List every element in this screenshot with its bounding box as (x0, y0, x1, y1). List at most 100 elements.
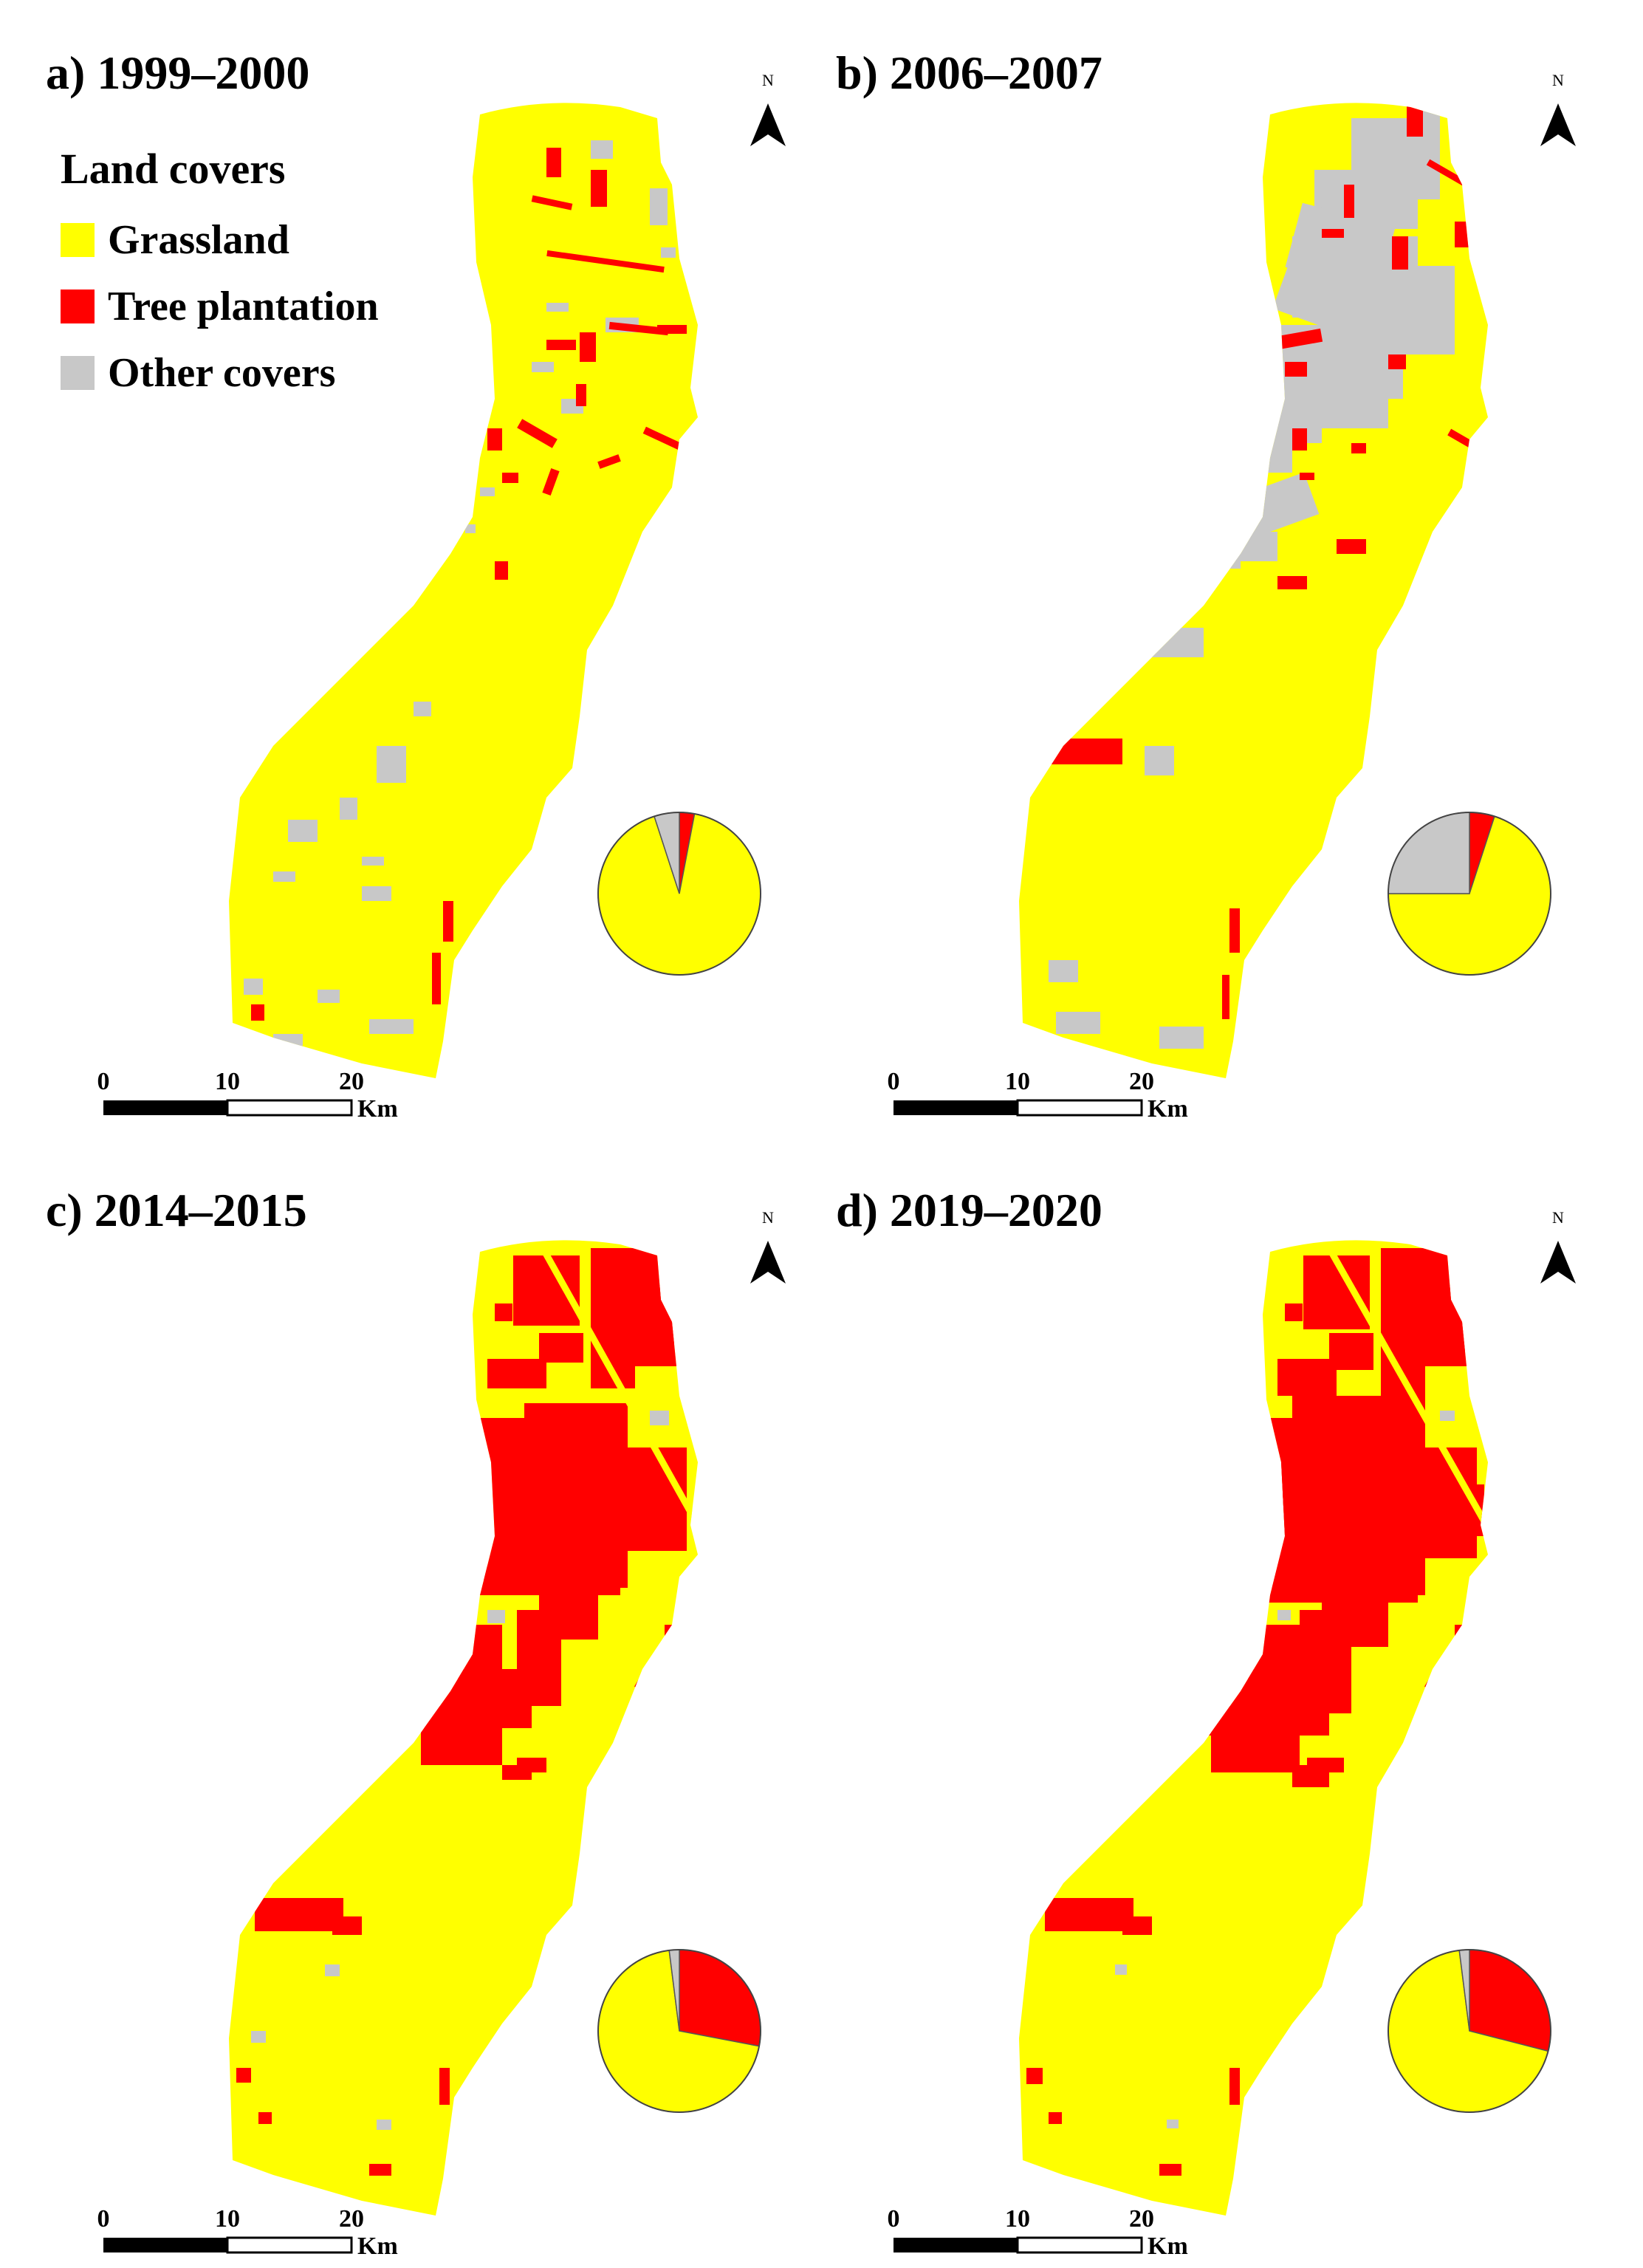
scale-bar-segment-black (893, 2238, 1018, 2252)
scale-bar-segment-white (226, 1099, 353, 1117)
patch-tree-plantation (332, 1916, 362, 1935)
patch-tree-plantation (236, 2068, 251, 2083)
land-cover-pie-chart (597, 812, 761, 976)
patch-tree-plantation (258, 2112, 272, 2124)
patch-tree-plantation (546, 250, 665, 273)
patch-other-covers (487, 1610, 505, 1623)
patch-tree-plantation (517, 419, 558, 448)
north-label: N (762, 1208, 774, 1227)
legend-label-tree-plantation: Tree plantation (108, 284, 379, 329)
pie-outline (597, 1949, 761, 2113)
pie-outline (1388, 1949, 1551, 2113)
north-label: N (1552, 1208, 1564, 1227)
patch-tree-plantation (1407, 103, 1423, 137)
patch-other-covers (591, 140, 613, 159)
patch-tree-plantation (251, 1004, 264, 1021)
patch-tree-plantation (597, 454, 621, 469)
scale-bar-segment-white (1016, 1099, 1143, 1117)
road-line (1326, 1246, 1487, 1524)
patch-tree-plantation (1041, 739, 1122, 764)
scale-tick-label: 20 (1129, 2205, 1154, 2233)
scale-bar-segment-black (103, 1100, 227, 1115)
patch-tree-plantation (495, 1303, 512, 1321)
scale-unit-label: Km (357, 2233, 398, 2260)
scale-tick-label: 10 (215, 1068, 240, 1095)
map-panel-d: d) 2019–2020 N 0 10 20 Km (820, 1152, 1617, 2260)
legend-swatch-grassland (61, 223, 95, 257)
patch-other-covers (362, 886, 391, 901)
patch-tree-plantation (1277, 576, 1307, 589)
patch-other-covers (1196, 532, 1241, 569)
patch-other-covers (251, 2031, 266, 2043)
patch-other-covers (325, 1964, 340, 1976)
patch-tree-plantation (1255, 1566, 1337, 1603)
legend-label-grassland: Grassland (108, 217, 289, 263)
north-arrow-icon: N (750, 71, 786, 146)
legend-swatch-other-covers (61, 356, 95, 390)
patch-other-covers (1248, 414, 1292, 473)
scale-tick-label: 0 (97, 1068, 110, 1095)
map-panel-c: c) 2014–2015 N 0 10 20 Km (30, 1152, 827, 2260)
patch-tree-plantation (576, 384, 586, 406)
patch-tree-plantation (1026, 2068, 1043, 2084)
patch-tree-plantation (1337, 539, 1366, 554)
patch-other-covers (1233, 532, 1277, 561)
north-arrow-icon: N (750, 1208, 786, 1284)
patch-tree-plantation (1211, 1595, 1248, 1640)
patch-tree-plantation (1366, 1566, 1418, 1603)
patch-tree-plantation (1455, 1625, 1488, 1647)
patch-tree-plantation (1049, 2112, 1062, 2124)
patch-other-covers (369, 1019, 414, 1034)
scale-unit-label: Km (1148, 2233, 1188, 2260)
patch-tree-plantation (576, 1566, 620, 1595)
patch-tree-plantation (1292, 428, 1307, 450)
patch-other-covers (273, 871, 295, 882)
patch-tree-plantation (1322, 229, 1344, 238)
scale-tick-label: 0 (97, 2205, 110, 2233)
patch-other-covers (362, 857, 384, 866)
panel-title: c) 2014–2015 (46, 1184, 307, 1236)
patch-tree-plantation (495, 561, 508, 580)
patch-tree-plantation (1229, 2068, 1240, 2105)
patch-tree-plantation (546, 340, 576, 350)
patch-other-covers (465, 524, 476, 533)
patch-tree-plantation (255, 1898, 343, 1931)
patch-other-covers (1277, 1610, 1291, 1620)
patch-tree-plantation (642, 1285, 687, 1344)
north-label: N (1552, 71, 1564, 89)
land-cover-pie-chart (1388, 1949, 1551, 2113)
patch-tree-plantation (1211, 1706, 1300, 1772)
panel-title: d) 2019–2020 (836, 1184, 1102, 1236)
patch-tree-plantation (1392, 236, 1408, 270)
scale-tick-label: 20 (1129, 1068, 1154, 1095)
patch-tree-plantation (1426, 159, 1469, 188)
patch-other-covers (1167, 2120, 1179, 2128)
patch-tree-plantation (1351, 443, 1366, 453)
scale-bar-segment-black (893, 1100, 1018, 1115)
land-cover-pie-chart (597, 1949, 761, 2113)
patch-tree-plantation (517, 1758, 546, 1772)
land-cover-patches (244, 140, 694, 1046)
scale-tick-label: 20 (339, 1068, 364, 1095)
map-panel-a: a) 1999–2000 N 0 10 20 Km (30, 15, 827, 1123)
patch-tree-plantation (1285, 362, 1307, 377)
patch-tree-plantation (369, 2164, 391, 2176)
scale-unit-label: Km (1148, 1095, 1188, 1123)
patch-tree-plantation (679, 162, 694, 193)
scale-tick-label: 10 (1005, 2205, 1030, 2233)
patch-other-covers (1056, 1012, 1100, 1034)
north-label: N (762, 71, 774, 89)
patch-tree-plantation (1344, 185, 1354, 218)
patch-tree-plantation (591, 170, 607, 207)
scale-bar-segment-white (226, 2236, 353, 2254)
patch-tree-plantation (465, 1566, 539, 1595)
patch-other-covers (1049, 960, 1078, 982)
land-cover-pie-chart (1388, 812, 1551, 976)
patch-tree-plantation (1122, 1916, 1152, 1935)
patch-tree-plantation (487, 428, 502, 450)
patch-tree-plantation (608, 321, 669, 336)
